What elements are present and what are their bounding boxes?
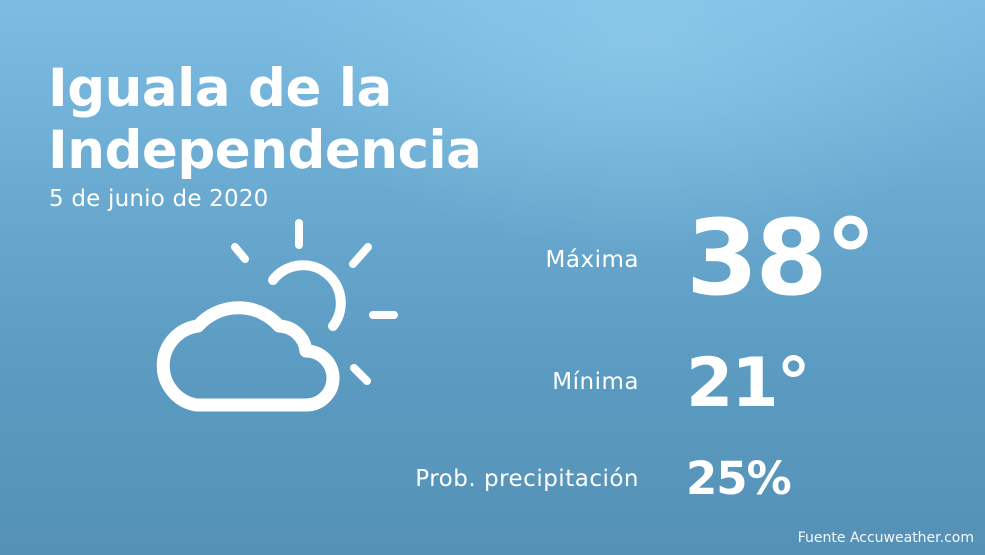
min-temperature-label: Mínima — [552, 369, 639, 395]
source-credit: Fuente Accuweather.com — [797, 530, 974, 546]
min-temperature-value: 21° — [686, 344, 811, 423]
precipitation-label: Prob. precipitación — [415, 466, 639, 492]
partly-cloudy-icon — [156, 219, 398, 412]
precipitation-value: 25% — [686, 452, 792, 505]
city-name: Iguala de la Independencia — [48, 58, 482, 181]
max-temperature-label: Máxima — [545, 247, 639, 273]
max-temperature-value: 38° — [686, 197, 877, 319]
forecast-date: 5 de junio de 2020 — [49, 186, 269, 212]
